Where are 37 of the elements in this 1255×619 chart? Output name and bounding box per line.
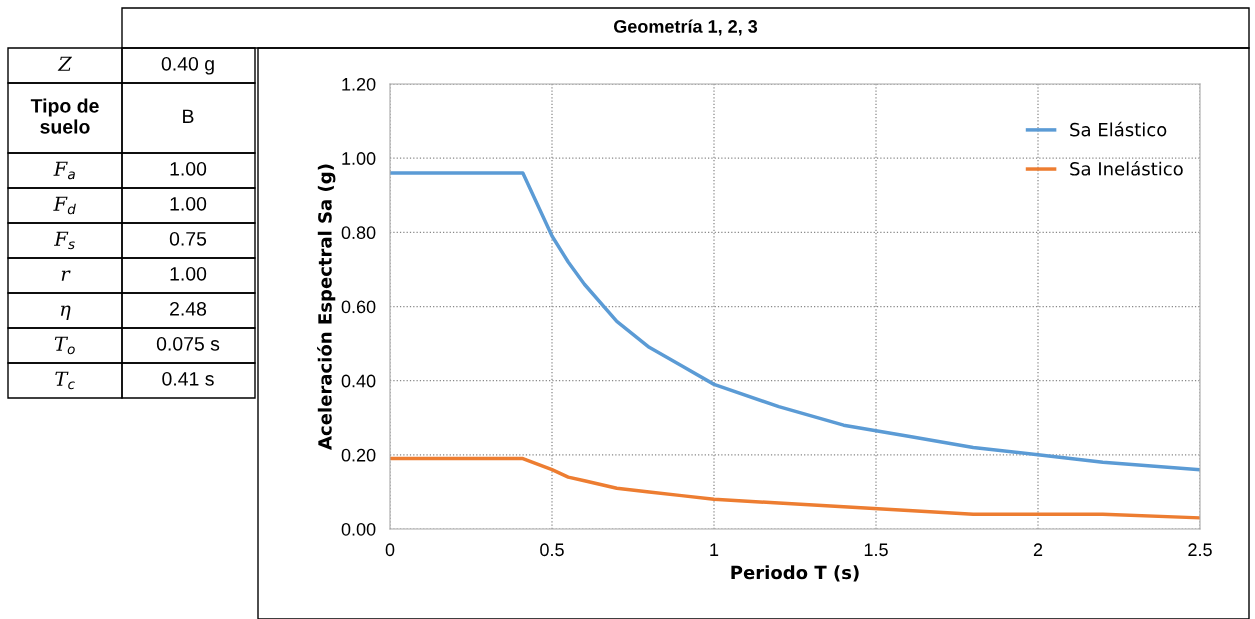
legend-label: Sa Elástico bbox=[1070, 121, 1167, 137]
text: 0.40 g bbox=[161, 56, 214, 75]
x-tick-label: 1 bbox=[710, 543, 719, 556]
line-series bbox=[390, 456, 1200, 520]
text: T$_{o}$ bbox=[54, 336, 75, 355]
text: B bbox=[183, 109, 194, 124]
text: 0.41 s bbox=[162, 371, 214, 386]
y-tick-label: 1.20 bbox=[342, 77, 376, 91]
text: 2.48 bbox=[170, 301, 207, 316]
text: Z bbox=[57, 56, 73, 71]
x-axis-title: Periodo T (s) bbox=[731, 565, 859, 582]
text: 1.00 bbox=[170, 196, 207, 211]
text: Tipo de suelo bbox=[30, 98, 99, 134]
x-tick-label: 1.5 bbox=[864, 543, 888, 557]
text: F$_{d}$ bbox=[53, 196, 76, 215]
y-tick-label: 0.00 bbox=[341, 522, 376, 536]
legend-label: Sa Inelástico bbox=[1070, 160, 1183, 176]
x-tick-label: 0.5 bbox=[540, 543, 564, 557]
x-tick-label: 2.5 bbox=[1188, 543, 1212, 557]
text: 1.00 bbox=[170, 266, 207, 281]
y-axis-title: Aceleración Espectral Sa (g) bbox=[317, 164, 336, 450]
y-tick-label: 0.40 bbox=[341, 374, 376, 388]
text: η bbox=[60, 305, 71, 320]
y-tick-label: 0.60 bbox=[341, 300, 376, 314]
y-tick-label: 0.20 bbox=[341, 448, 376, 462]
text: 0.75 bbox=[169, 231, 207, 246]
y-tick-label: 1.00 bbox=[342, 152, 376, 165]
text: F$_{a}$ bbox=[53, 161, 75, 180]
x-tick-label: 0 bbox=[385, 543, 395, 557]
y-tick-label: 0.80 bbox=[341, 226, 376, 240]
text: T$_{c}$ bbox=[55, 371, 75, 390]
text: 0.075 s bbox=[156, 336, 220, 351]
text: r bbox=[61, 270, 71, 281]
chart-title: Geometría 1, 2, 3 bbox=[613, 19, 758, 36]
text: 1.00 bbox=[170, 161, 207, 176]
x-tick-label: 2 bbox=[1033, 543, 1043, 556]
text: F$_{s}$ bbox=[54, 231, 75, 250]
